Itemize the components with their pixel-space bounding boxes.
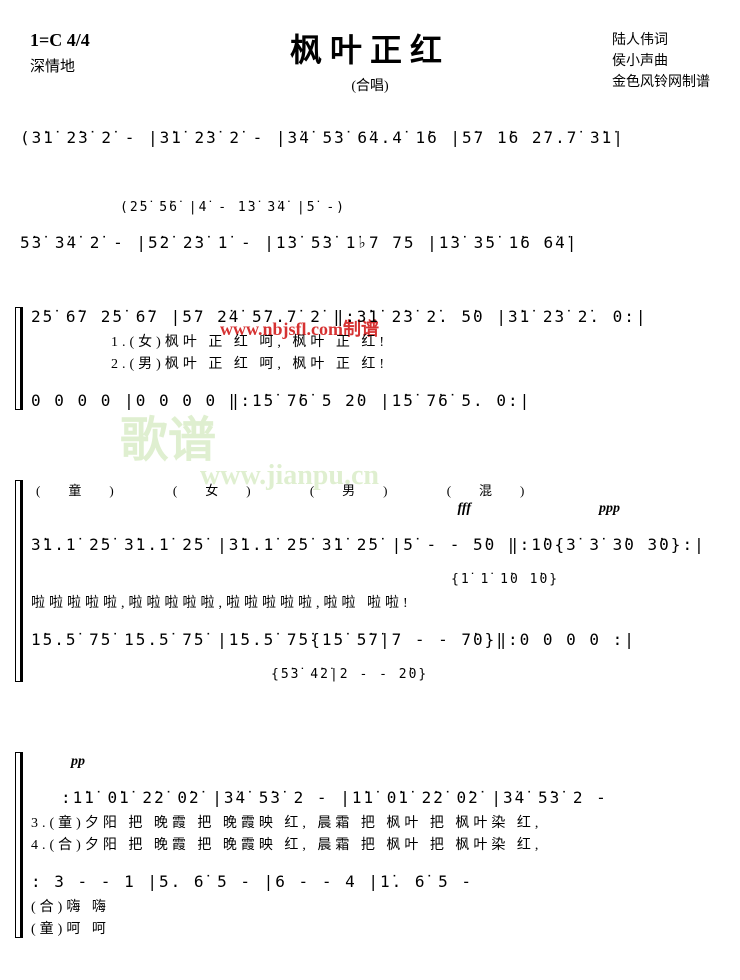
lyricist: 陆人伟词: [612, 30, 710, 51]
song-subtitle: (合唱): [351, 75, 388, 95]
lyrics-he: (童)呵 呵: [31, 918, 720, 938]
system-4: (童) (女) (男) (混) fff ppp 3̇1.1̇ 2̇5̇ 3̇1.…: [20, 480, 720, 682]
song-title: 枫叶正红: [290, 25, 450, 71]
lyrics-verse3: 3.(童)夕阳 把 晚霞 把 晚霞映 红, 晨霜 把 枫叶 把 枫叶染 红,: [31, 812, 720, 832]
lyrics-lala: 啦啦啦啦啦,啦啦啦啦啦,啦啦啦啦啦,啦啦 啦啦!: [31, 592, 720, 612]
notation-line-4-bottom: 1̇5.5̇ 7̇5̇ 1̇5.5̇ 7̇5̇ |1̇5.5̇ 7̇5̇{1̇5…: [31, 630, 720, 649]
dynamics-ppp: ppp: [599, 501, 620, 516]
part-labels: (童) (女) (男) (混): [36, 480, 720, 499]
score-header: 1=C 4/4 深情地 枫叶正红 (合唱) 陆人伟词 侯小声曲 金色风铃网制谱: [20, 20, 720, 110]
arranger: 金色风铃网制谱: [612, 72, 710, 93]
composer: 侯小声曲: [612, 51, 710, 72]
notation-line-3-bottom: 0 0 0 0 |0 0 0 0 ‖:1̇5̇ 7̇6̇ 5 2̇0 |1̇5̇…: [31, 391, 720, 410]
credits: 陆人伟词 侯小声曲 金色风铃网制谱: [612, 30, 710, 93]
notation-line-5-bottom: : 3 - - 1 |5. 6̇ 5 - |6 - - 4 |1̇. 6̇ 5 …: [31, 872, 720, 891]
system-3: 2̇5̇ 6̇7 2̇5̇ 6̇7 |5̇7 2̇4̇ 5̇7.7̇ 2̇ ‖:…: [20, 307, 720, 410]
notation-line-4-bottom2: {5̇3̇ 4̇2̇|2 - - 2̇0}: [271, 667, 720, 682]
notation-line-3-top: 2̇5̇ 6̇7 2̇5̇ 6̇7 |5̇7 2̇4̇ 5̇7.7̇ 2̇ ‖:…: [31, 307, 720, 326]
tempo-marking: 深情地: [30, 55, 75, 76]
notation-line-5-top: :1̇1̇ 0̇1̇ 2̇2̇ 0̇2̇ |3̇4̇ 5̇3̇ 2 - |1̇1…: [61, 788, 720, 807]
notation-line-4-top2: {1̇ 1̇ 1̇0 1̇0}: [451, 572, 720, 587]
dynamics-pp: pp: [71, 754, 85, 769]
notation-line-4-top: 3̇1.1̇ 2̇5̇ 3̇1.1̇ 2̇5̇ |3̇1.1̇ 2̇5̇ 3̇1…: [31, 535, 720, 554]
lyrics-hai: (合)嗨 嗨: [31, 896, 720, 916]
lyrics-verse1: 1.(女)枫叶 正 红 呵, 枫叶 正 红!: [111, 331, 720, 351]
lyrics-verse4: 4.(合)夕阳 把 晚霞 把 晚霞映 红, 晨霜 把 枫叶 把 枫叶染 红,: [31, 834, 720, 854]
dynamics-fff: fff: [458, 501, 471, 516]
system-5: pp :1̇1̇ 0̇1̇ 2̇2̇ 0̇2̇ |3̇4̇ 5̇3̇ 2 - |…: [20, 752, 720, 938]
notation-line-1: (3̇1̇ 2̇3̇ 2̇ - |3̇1̇ 2̇3̇ 2̇ - |3̇4̇ 5̇…: [20, 128, 720, 147]
notation-line-2: 5̇3̇ 3̇4̇ 2̇ - |5̇2̇ 2̇3̇ 1̇ - |1̇3̇ 5̇3…: [20, 233, 720, 252]
lyrics-verse2: 2.(男)枫叶 正 红 呵, 枫叶 正 红!: [111, 353, 720, 373]
key-signature: 1=C 4/4: [30, 30, 90, 51]
notation-line-2a: (2̇5̇ 5̇6̇ |4̇ - 1̇3̇ 3̇4̇ |5̇ -): [120, 200, 720, 215]
